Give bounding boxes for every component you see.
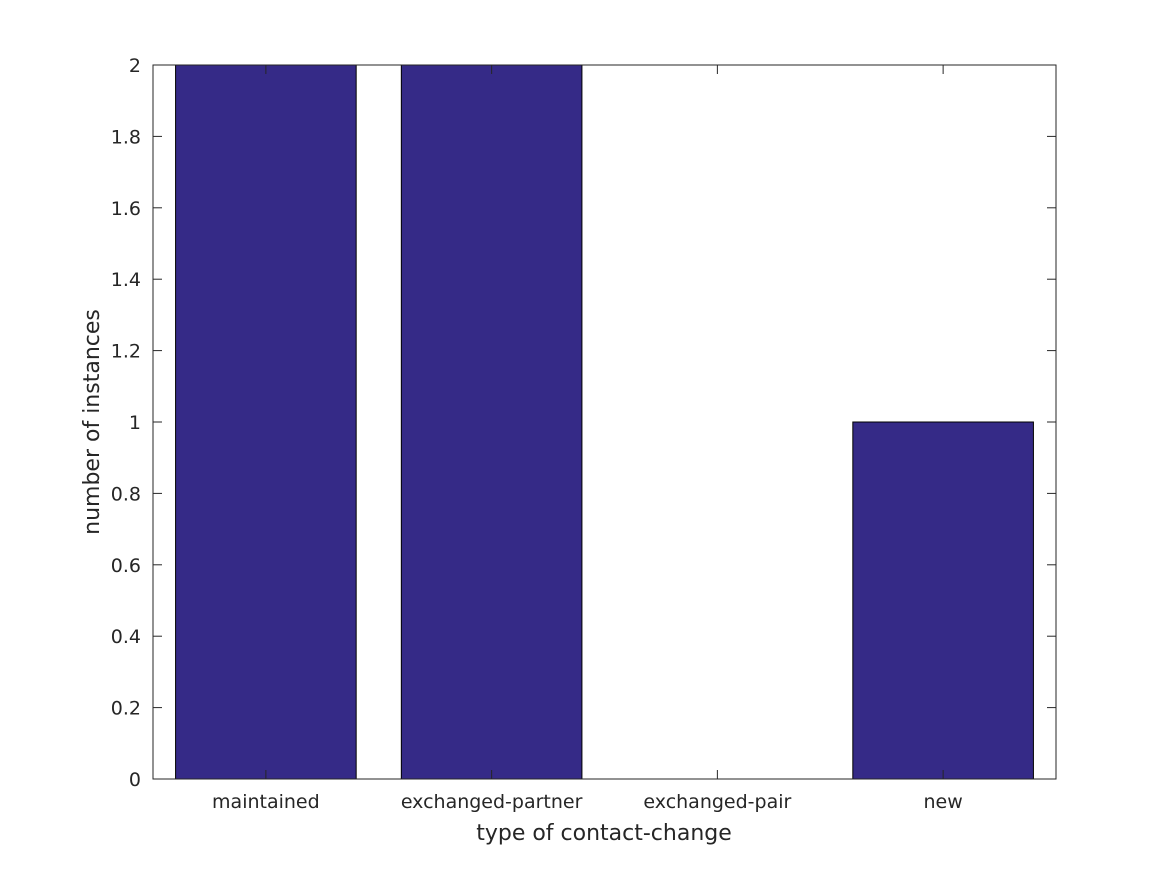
bar-exchanged-partner <box>400 64 583 780</box>
x-tick-label: new <box>923 791 962 813</box>
x-axis-label: type of contact-change <box>476 821 732 846</box>
y-tick-label: 1.2 <box>111 341 141 363</box>
x-ticks-group: maintained exchanged-partner exchanged-pai… <box>212 65 963 813</box>
y-tick-label: 0.4 <box>111 626 141 648</box>
y-tick-label: 1.8 <box>111 126 141 148</box>
y-tick-label: 1 <box>129 412 141 434</box>
y-tick-label: 0 <box>129 769 141 791</box>
y-axis-label: number of instances <box>80 309 105 535</box>
y-tick-label: 2 <box>129 55 141 77</box>
bars-group <box>175 64 1034 780</box>
y-ticks-group: 0 0.2 0.4 0.6 0.8 1 1.2 1.4 1.6 1.8 2 <box>111 55 1056 791</box>
y-tick-label: 1.6 <box>111 198 141 220</box>
x-tick-label: exchanged-pair <box>643 791 791 813</box>
y-tick-label: 0.2 <box>111 698 141 720</box>
y-tick-label: 1.4 <box>111 269 141 291</box>
plot-frame <box>152 64 1057 780</box>
y-tick-label: 0.8 <box>111 483 141 505</box>
x-tick-label: exchanged-partner <box>401 791 583 813</box>
bar-new <box>852 421 1034 780</box>
bar-maintained <box>175 64 357 780</box>
x-tick-label: maintained <box>212 791 320 813</box>
y-tick-label: 0.6 <box>111 555 141 577</box>
